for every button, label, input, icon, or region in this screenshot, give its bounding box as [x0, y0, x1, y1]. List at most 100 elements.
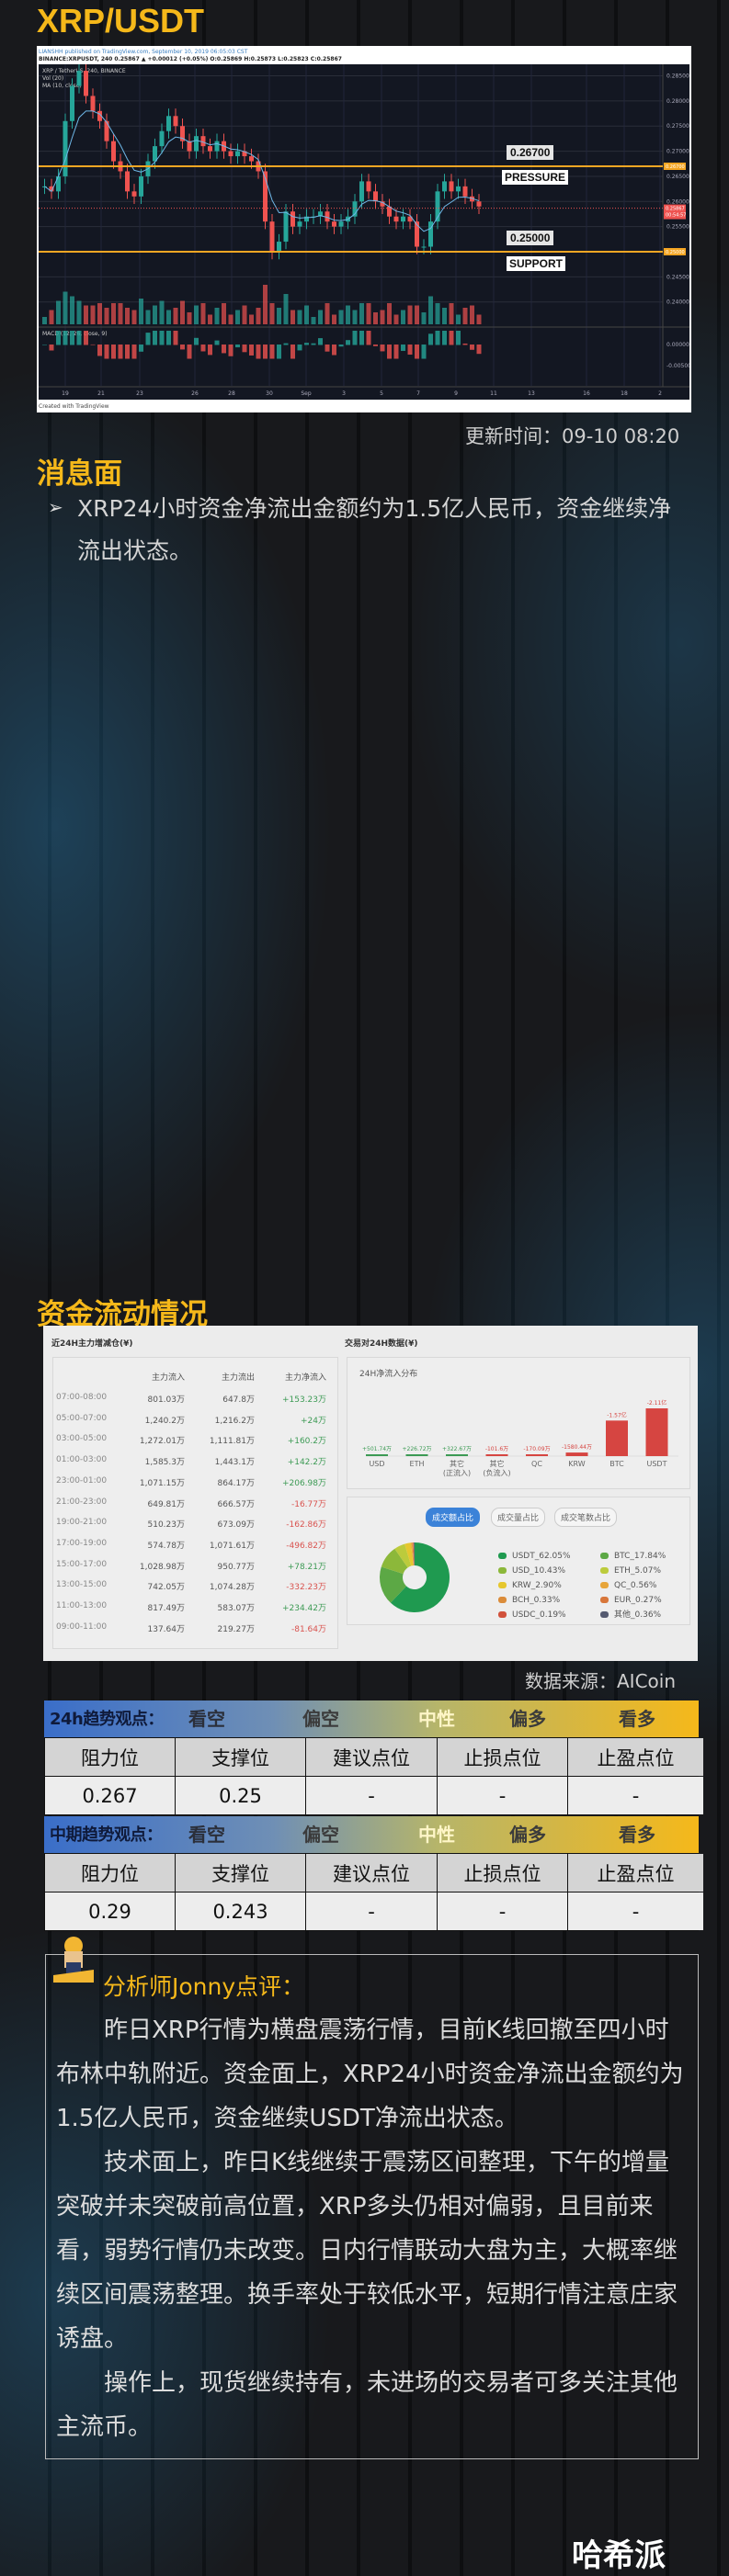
column-header: 支撑位 — [176, 1854, 305, 1892]
column-header: 主力净流入 — [284, 1373, 326, 1383]
macd-tick: -0.00500 — [666, 363, 689, 369]
legend-label: EUR_0.27% — [614, 1596, 662, 1605]
bar-category-label: ETH — [410, 1460, 425, 1468]
legend-label: ETH_5.07% — [614, 1566, 662, 1576]
candle — [49, 186, 54, 192]
candle — [304, 216, 309, 222]
legend-label: USDT_62.05% — [512, 1552, 571, 1561]
macd-histogram — [283, 343, 289, 345]
candle — [228, 151, 234, 157]
macd-histogram — [235, 345, 240, 348]
candle — [139, 175, 143, 197]
fund-flow-title: 资金流动情况 — [37, 1298, 208, 1330]
chart-legend: MA (10, close) — [42, 83, 82, 89]
macd-histogram — [318, 338, 323, 345]
tradingview-credit: Created with TradingView — [39, 403, 109, 410]
volume-bar — [263, 285, 268, 324]
levels-table: 阻力位 支撑位 建议点位 止损点位 止盈点位 0.29 0.243- - - — [44, 1853, 703, 1931]
y-tick-label: 0.28000 — [666, 98, 689, 105]
volume-bar — [153, 305, 157, 324]
macd-histogram — [56, 331, 61, 345]
candle — [242, 151, 247, 157]
macd-histogram — [415, 345, 419, 359]
volume-bar — [70, 296, 74, 324]
volume-bar — [118, 303, 123, 324]
table-cell: +153.23万 — [281, 1395, 326, 1405]
share-donut-chart — [380, 1542, 450, 1612]
column-header: 阻力位 — [45, 1854, 175, 1892]
table-cell: 1,443.1万 — [214, 1458, 255, 1468]
volume-bar — [242, 305, 247, 324]
table-cell: +24万 — [301, 1416, 326, 1426]
countdown-text: 00:54:57 — [666, 213, 686, 219]
time-cell: 23:00-01:00 — [56, 1475, 108, 1486]
candle — [173, 116, 178, 127]
volume-bar — [84, 305, 88, 324]
analyst-mascot-icon — [53, 1935, 94, 1984]
volume-bar — [76, 300, 82, 324]
x-tick-label: 11 — [490, 390, 497, 397]
y-tick-label: 0.24000 — [666, 299, 689, 306]
candle — [277, 242, 281, 252]
candle — [407, 216, 413, 222]
macd-histogram — [449, 331, 454, 345]
table-cell: 219.27万 — [217, 1624, 256, 1634]
news-item: XRP24小时资金净流出金额约为1.5亿人民币，资金继续净流出状态。 — [77, 495, 672, 564]
macd-histogram — [173, 331, 178, 345]
bar-value-label: -2.11亿 — [647, 1399, 667, 1407]
brand-logo: 哈希派 — [572, 2537, 666, 2574]
candle — [297, 221, 302, 227]
pressure-axis-tag-text: 0.26700 — [666, 164, 685, 170]
table-cell: -162.86万 — [286, 1520, 326, 1531]
candle — [318, 211, 323, 217]
tab-trade-count-share[interactable]: 成交笔数占比 — [554, 1508, 618, 1527]
macd-histogram — [373, 345, 378, 346]
bar-value-label: -1.57亿 — [607, 1411, 627, 1418]
column-header: 阻力位 — [45, 1738, 175, 1776]
table-cell: 1,240.2万 — [144, 1416, 185, 1426]
legend-item: EUR_0.27% — [600, 1595, 662, 1606]
column-header: 主力流入 — [151, 1373, 185, 1383]
donut-slice — [394, 1543, 412, 1568]
bar — [446, 1454, 468, 1456]
macd-histogram — [194, 337, 199, 345]
candle — [338, 221, 344, 227]
y-tick-label: 0.26500 — [666, 174, 689, 180]
trend-option-1: 看空 — [188, 1708, 225, 1730]
legend-label: BCH_0.33% — [512, 1596, 561, 1605]
volume-bar — [256, 308, 261, 324]
table-cell: +142.2万 — [287, 1458, 326, 1468]
volume-bar — [145, 310, 151, 324]
macd-histogram — [49, 345, 54, 351]
candle — [366, 181, 371, 192]
candle — [180, 126, 185, 141]
table-cell: +206.98万 — [281, 1478, 326, 1488]
table-cell: -496.82万 — [286, 1541, 326, 1551]
column-header: 主力流出 — [221, 1373, 255, 1383]
legend-swatch-icon — [498, 1597, 507, 1603]
x-tick-label: 26 — [191, 390, 199, 397]
volume-bar — [421, 312, 427, 324]
table-cell: 137.64万 — [147, 1624, 186, 1634]
macd-histogram — [332, 345, 336, 356]
candle — [401, 216, 405, 222]
volume-bar — [346, 305, 350, 324]
volume-bar — [401, 310, 405, 324]
volume-bar — [194, 305, 199, 324]
time-cell: 07:00-08:00 — [56, 1393, 108, 1402]
tab-volume-share[interactable]: 成交量占比 — [491, 1508, 546, 1527]
legend-item: USDC_0.19% — [498, 1610, 566, 1621]
candle — [131, 191, 137, 197]
legend-swatch-icon — [600, 1611, 609, 1618]
ma-line — [44, 110, 480, 232]
volume-bar — [325, 303, 330, 324]
legend-swatch-icon — [600, 1597, 609, 1603]
bar — [405, 1454, 428, 1456]
last-price-text: 0.25867 — [666, 207, 685, 212]
macd-histogram — [393, 345, 399, 359]
candle — [476, 201, 482, 207]
column-header: 止盈点位 — [568, 1738, 703, 1776]
candle — [97, 110, 102, 121]
tab-turnover-share[interactable]: 成交额占比 — [426, 1508, 481, 1527]
macd-histogram — [290, 345, 295, 359]
